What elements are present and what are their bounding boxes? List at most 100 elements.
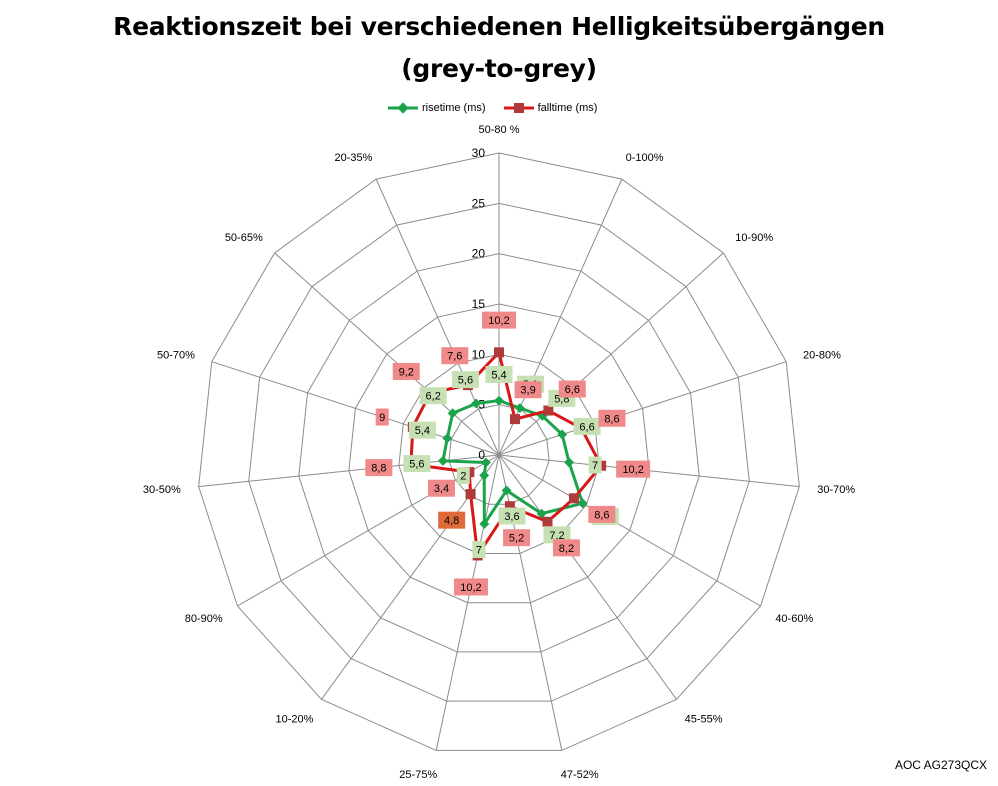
legend-item-fall: falltime (ms): [503, 102, 597, 114]
r-tick-label: 0: [478, 448, 485, 462]
grid-ring: [298, 253, 700, 653]
risetime-point: [471, 398, 482, 409]
risetime-line: [441, 399, 585, 526]
data-label-bg: [552, 539, 580, 557]
grid-ring: [248, 202, 750, 702]
data-label-bg: [441, 347, 469, 365]
r-tick-label: 20: [472, 247, 486, 261]
risetime-data-label: 5,6: [403, 455, 431, 473]
grid-ring: [348, 303, 650, 604]
falltime-point: [465, 489, 476, 500]
data-label-bg: [514, 381, 542, 399]
legend-swatch-rise: [388, 102, 418, 114]
data-label-text: 6,6: [579, 421, 594, 433]
chart-legend: risetime (ms) falltime (ms): [388, 102, 597, 114]
data-label-text: 10,2: [622, 464, 643, 476]
data-label-text: 2: [460, 471, 466, 483]
data-label-text: 4,8: [444, 515, 459, 527]
chart-title-line1: Reaktionszeit bei verschiedenen Helligke…: [113, 12, 885, 41]
data-label-bg: [482, 311, 516, 329]
data-label-text: 5,4: [415, 425, 430, 437]
falltime-data-label: 4,8: [438, 511, 466, 529]
data-label-text: 8,6: [604, 413, 619, 425]
data-label-text: 5,6: [458, 375, 473, 387]
category-label: 47-52%: [561, 769, 599, 781]
data-label-bg: [456, 467, 470, 485]
r-tick-label: 30: [472, 146, 486, 160]
data-label-bg: [438, 511, 466, 529]
data-label-text: 8,2: [559, 543, 574, 555]
grid-ring: [398, 353, 600, 554]
falltime-data-label: 7,6: [441, 347, 469, 365]
risetime-point: [480, 457, 491, 468]
falltime-point: [509, 414, 520, 425]
grid-spoke: [274, 252, 500, 456]
data-label-text: 9: [379, 412, 385, 424]
data-label-bg: [598, 409, 626, 427]
category-label: 50-70%: [157, 349, 195, 361]
falltime-point: [504, 501, 515, 512]
risetime-data-label: 6,6: [573, 417, 601, 435]
falltime-data-label: 8,8: [365, 459, 393, 477]
risetime-data-label: 6,2: [419, 387, 447, 405]
grid-spoke: [498, 454, 677, 700]
falltime-data-label: 10,2: [453, 578, 488, 596]
grid-spoke: [498, 361, 787, 456]
data-label-text: 10,2: [488, 315, 509, 327]
category-label: 50-65%: [225, 232, 263, 244]
data-label-text: 3,9: [520, 385, 535, 397]
falltime-data-label: 8,6: [588, 505, 616, 523]
data-label-text: 5,4: [491, 369, 506, 381]
category-label: 80-90%: [185, 613, 223, 625]
falltime-data-label: 3,4: [427, 479, 455, 497]
risetime-data-label: 5,4: [408, 421, 436, 439]
category-label: 45-55%: [685, 714, 723, 726]
risetime-point: [447, 408, 458, 419]
data-label-text: 8,8: [371, 463, 386, 475]
risetime-point: [577, 498, 588, 509]
category-label: 20-80%: [803, 349, 841, 361]
legend-item-rise: risetime (ms): [388, 102, 486, 114]
category-label: 10-20%: [275, 714, 313, 726]
grid-spoke: [375, 178, 500, 456]
r-tick-label: 10: [472, 347, 486, 361]
risetime-data-label: 3,6: [498, 507, 526, 525]
data-label-bg: [558, 380, 586, 398]
data-label-bg: [365, 459, 393, 477]
falltime-data-label: 10,2: [482, 311, 516, 329]
r-tick-label: 15: [472, 297, 486, 311]
data-label-text: 6,2: [426, 391, 441, 403]
data-label-bg: [472, 541, 486, 559]
falltime-data-label: 5,2: [503, 529, 531, 547]
data-label-bg: [375, 408, 389, 426]
data-label-text: 5,6: [409, 459, 424, 471]
grid-spoke: [498, 252, 724, 456]
data-label-bg: [419, 387, 447, 405]
chart-title-line2: (grey-to-grey): [401, 54, 597, 83]
risetime-data-label: 7,2: [543, 526, 571, 544]
risetime-point: [442, 433, 453, 444]
risetime-point: [494, 395, 504, 406]
risetime-data-label: 2: [456, 467, 470, 485]
data-label-text: 7,2: [549, 530, 564, 542]
r-tick-label: 5: [478, 398, 485, 412]
risetime-point: [501, 485, 512, 496]
risetime-data-label: 5,4: [485, 365, 513, 383]
falltime-data-label: 6,6: [558, 380, 586, 398]
data-label-bg: [403, 455, 431, 473]
risetime-point: [557, 429, 568, 440]
data-label-text: 6,6: [565, 384, 580, 396]
falltime-point: [543, 405, 554, 416]
falltime-data-label: 10,2: [616, 460, 651, 478]
grid-spoke: [435, 454, 500, 751]
grid-spoke: [211, 361, 500, 456]
legend-swatch-fall: [503, 103, 534, 113]
falltime-data-label: 8,2: [552, 539, 580, 557]
data-label-text: 3,4: [434, 483, 449, 495]
risetime-point: [564, 457, 575, 468]
risetime-point: [479, 470, 490, 481]
data-label-text: 7,6: [447, 351, 462, 363]
falltime-line: [409, 350, 603, 557]
grid-spoke: [237, 454, 500, 607]
